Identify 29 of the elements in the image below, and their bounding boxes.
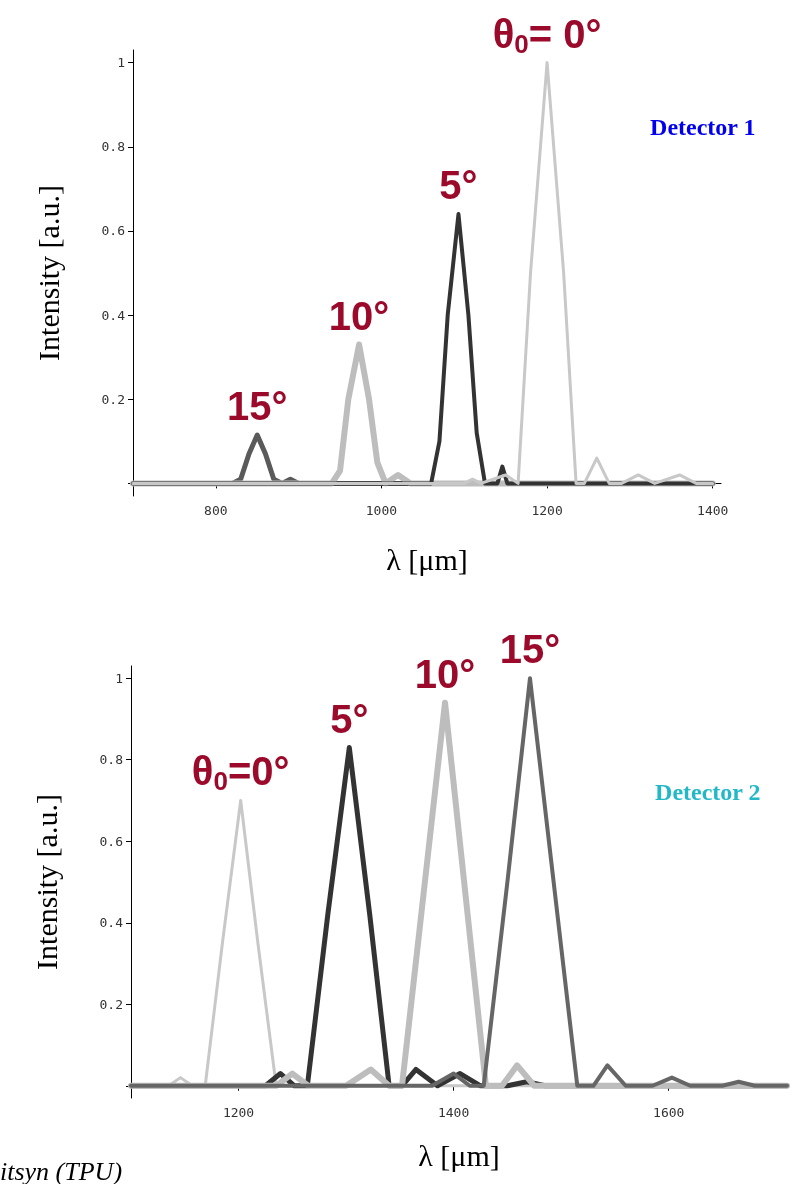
y-tick-label: 0.8 (101, 139, 125, 155)
x-axis-title: λ [μm] (418, 1138, 500, 1172)
x-tick-label: 800 (204, 503, 228, 518)
y-tick-label: 0.2 (99, 996, 123, 1012)
x-tick-label: 1600 (653, 1105, 685, 1120)
y-tick-label: 0.4 (99, 915, 124, 931)
y-tick-label: 0.2 (101, 391, 125, 407)
annotation: 15° (499, 627, 561, 672)
y-axis-title: Intensity [a.u.] (29, 794, 63, 970)
annotation: 5° (439, 163, 478, 208)
x-tick-label: 1400 (437, 1105, 470, 1120)
annotation: 10° (414, 651, 476, 696)
x-tick-label: 1000 (365, 503, 398, 518)
annotation: Detector 1 (650, 114, 756, 140)
y-tick-label: 1 (117, 55, 125, 71)
y-tick-label: 0.8 (99, 752, 123, 768)
x-axis-title: λ [μm] (386, 542, 468, 576)
x-tick-label: 1400 (697, 503, 729, 518)
y-axis-title: Intensity [a.u.] (31, 185, 65, 361)
y-tick-label: 0.6 (99, 833, 123, 849)
y-tick-label: 0.4 (101, 307, 126, 323)
x-tick-label: 1200 (222, 1105, 255, 1120)
x-tick-label: 1200 (531, 503, 563, 518)
annotation: 5° (330, 696, 369, 741)
y-tick-label: 1 (115, 670, 123, 686)
y-tick-label: 0.6 (101, 223, 125, 239)
annotation: Detector 2 (655, 779, 761, 805)
annotation: 15° (226, 383, 288, 428)
annotation: 10° (328, 293, 390, 338)
